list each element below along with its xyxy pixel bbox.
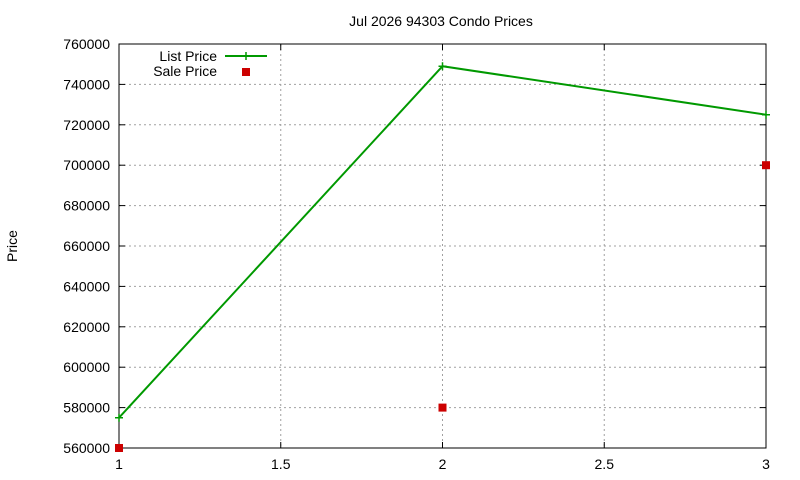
x-axis: 1 1.5 2 2.5 3: [115, 44, 770, 472]
legend: List Price Sale Price: [153, 48, 267, 79]
y-tick-label: 700000: [63, 157, 110, 173]
y-tick-label: 560000: [63, 440, 110, 456]
legend-label-sale-price: Sale Price: [153, 63, 217, 79]
x-tick-label: 3: [762, 456, 770, 472]
data-point-sale-price: [762, 161, 770, 170]
y-axis: 560000 580000 600000 620000 640000 660000 6800…: [63, 36, 766, 456]
chart-title: Jul 2026 94303 Condo Prices: [349, 13, 533, 29]
legend-label-list-price: List Price: [159, 48, 217, 64]
y-tick-label: 600000: [63, 359, 110, 375]
y-tick-label: 680000: [63, 198, 110, 214]
x-tick-label: 1: [115, 456, 123, 472]
y-tick-label: 720000: [63, 117, 110, 133]
y-tick-label: 740000: [63, 76, 110, 92]
y-tick-label: 620000: [63, 319, 110, 335]
data-point-sale-price: [438, 403, 447, 412]
legend-marker-sale-price: [242, 68, 250, 76]
data-point-list-price: [438, 62, 447, 71]
y-tick-label: 660000: [63, 238, 110, 254]
y-tick-label: 640000: [63, 278, 110, 294]
x-tick-label: 2: [439, 456, 447, 472]
y-tick-label: 760000: [63, 36, 110, 52]
x-tick-label: 2.5: [595, 456, 615, 472]
grid: [119, 44, 766, 448]
data-point-sale-price: [115, 444, 123, 452]
series-layer: [115, 62, 770, 452]
data-point-list-price: [115, 413, 123, 422]
legend-marker-list-price: [242, 52, 250, 60]
data-point-list-price: [762, 110, 770, 119]
y-axis-title: Price: [4, 230, 20, 262]
x-tick-label: 1.5: [271, 456, 291, 472]
y-tick-label: 580000: [63, 400, 110, 416]
